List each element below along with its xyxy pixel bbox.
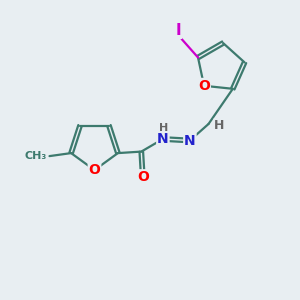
Text: O: O xyxy=(137,170,149,184)
Text: I: I xyxy=(176,23,181,38)
Text: O: O xyxy=(88,163,101,177)
Text: O: O xyxy=(198,79,210,93)
Text: N: N xyxy=(157,132,169,146)
Text: CH₃: CH₃ xyxy=(25,151,47,161)
Text: H: H xyxy=(214,119,224,132)
Text: N: N xyxy=(184,134,196,148)
Text: H: H xyxy=(159,123,168,133)
